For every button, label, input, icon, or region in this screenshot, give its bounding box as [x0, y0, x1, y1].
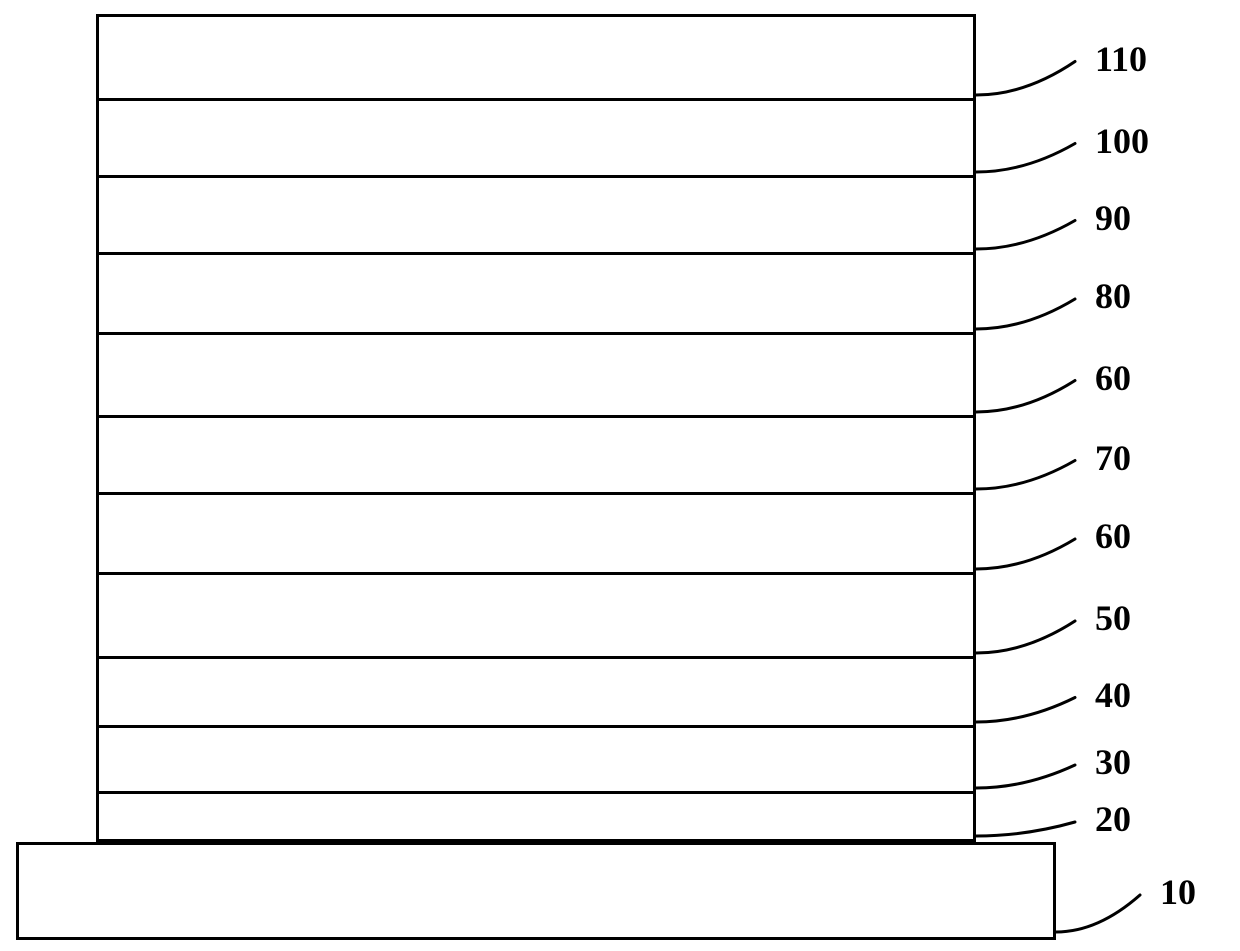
diagram-canvas: 11010090806070605040302010 [0, 0, 1240, 951]
lead-lines [0, 0, 1240, 951]
